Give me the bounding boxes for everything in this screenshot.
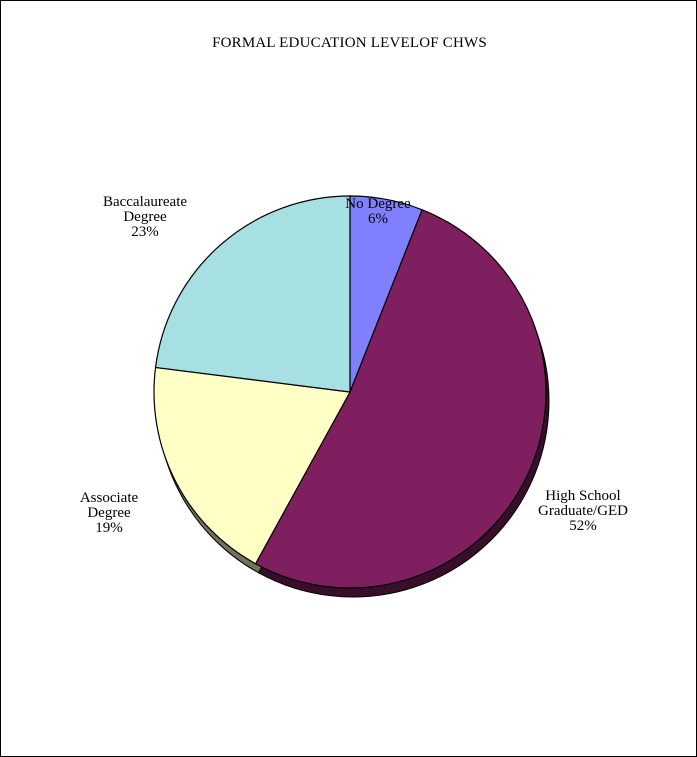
slice-category-line: Associate: [80, 490, 139, 506]
slice-percent: 6%: [368, 211, 388, 227]
slice-label-high-school-graduate-ged: High School Graduate/GED 52%: [538, 488, 628, 534]
slice-category-line: Degree: [123, 209, 167, 225]
slice-label-associate-degree: Associate Degree 19%: [80, 490, 139, 536]
slice-percent: 19%: [95, 520, 123, 536]
pie-slice-high-school-graduate-ged: [254, 208, 547, 589]
pie-labels: No Degree 6% High School Graduate/GED 52% Ass…: [80, 194, 628, 536]
slice-category-line: Graduate/GED: [538, 503, 628, 519]
slice-category-line: High School: [545, 488, 620, 504]
pie-slice-baccalaureate-degree: [154, 195, 351, 393]
slice-percent: 23%: [131, 224, 159, 240]
chart-title: FORMAL EDUCATION LEVELOF CHWS: [212, 35, 487, 51]
slice-label-baccalaureate-degree: Baccalaureate Degree 23%: [103, 194, 187, 240]
slice-percent: 52%: [569, 518, 597, 534]
pie-slice-associate-degree: [153, 366, 351, 565]
slice-category-line: Baccalaureate: [103, 194, 187, 210]
pie-slices: [153, 195, 547, 589]
slice-category-line: No Degree: [345, 196, 411, 212]
slice-category-line: Degree: [87, 505, 131, 521]
slice-label-no-degree: No Degree 6%: [345, 196, 411, 227]
